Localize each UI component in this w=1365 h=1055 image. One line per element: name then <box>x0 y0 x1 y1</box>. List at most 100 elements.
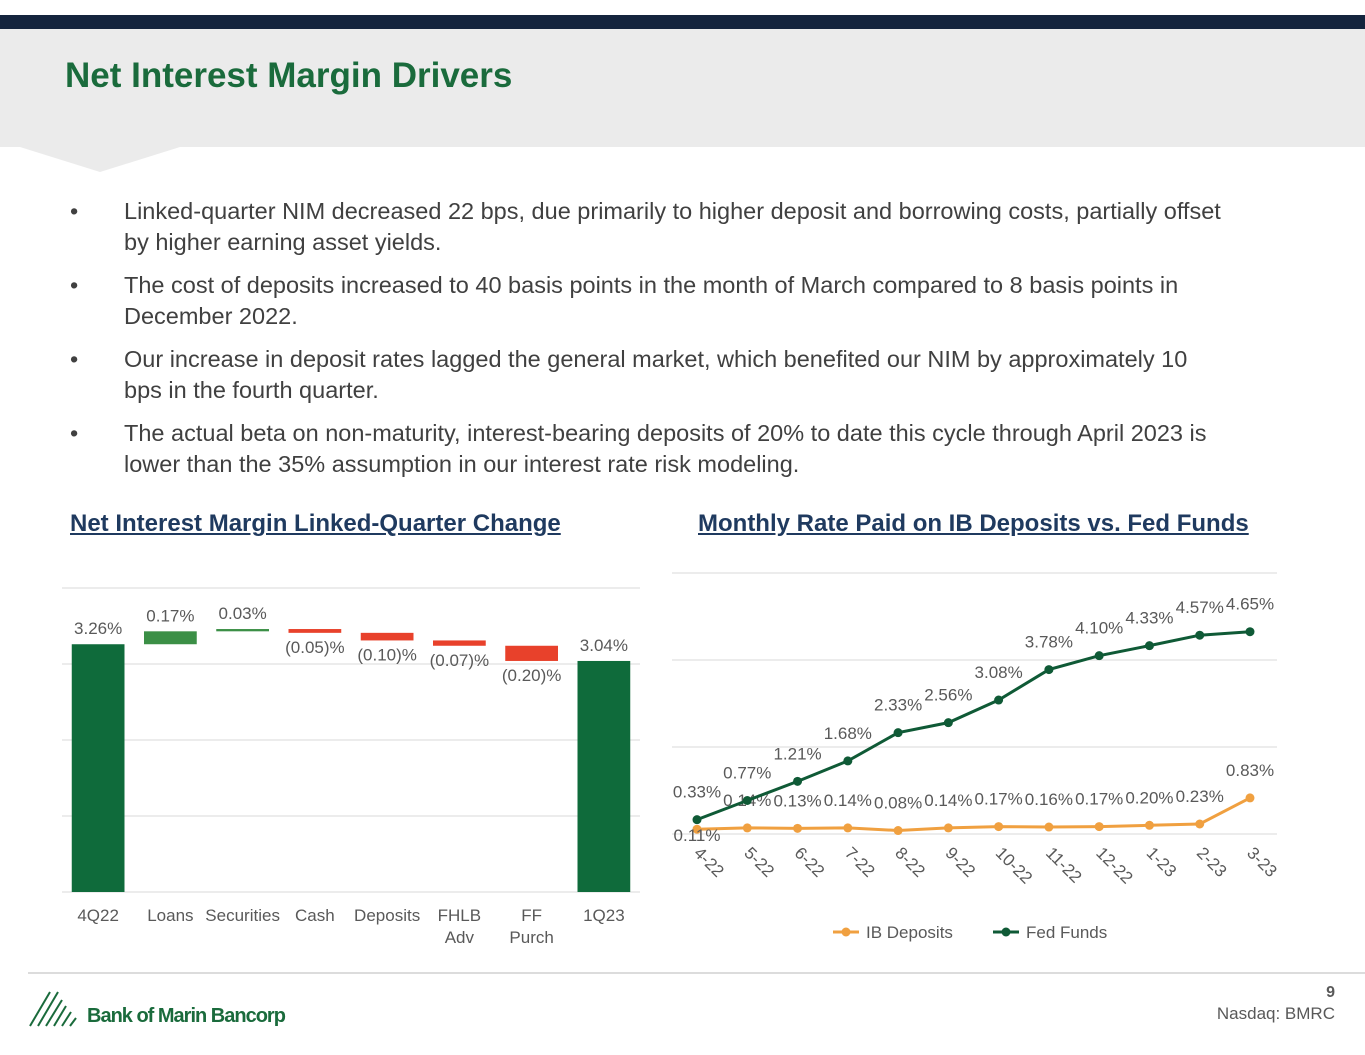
point <box>1245 627 1255 637</box>
point <box>1094 822 1104 832</box>
point <box>1195 819 1205 829</box>
bullet: Our increase in deposit rates lagged the… <box>70 344 1230 406</box>
value-label: 3.04% <box>580 636 628 655</box>
logo-mark <box>29 991 77 1027</box>
point <box>893 826 903 836</box>
value-label: 4.10% <box>1075 619 1123 638</box>
ticker: Nasdaq: BMRC <box>1217 1004 1335 1023</box>
value-label: 0.14% <box>824 791 872 810</box>
point <box>1195 630 1205 640</box>
legend-marker <box>841 927 851 937</box>
bar <box>433 640 486 646</box>
value-label: 2.56% <box>924 686 972 705</box>
x-tick-label: 6-22 <box>791 843 828 880</box>
point <box>843 823 853 833</box>
x-tick-label: FF Purch <box>509 906 553 947</box>
x-tick-label: Securities <box>205 906 280 925</box>
value-label: 4.33% <box>1125 609 1173 628</box>
x-tick-label: 10-22 <box>992 843 1036 887</box>
value-label: 0.17% <box>975 790 1023 809</box>
x-tick-label: 1Q23 <box>583 906 625 925</box>
slide-title: Net Interest Margin Drivers <box>65 56 513 95</box>
legend-marker <box>1001 927 1011 937</box>
value-label: 0.16% <box>1025 790 1073 809</box>
value-label: 3.26% <box>74 619 122 638</box>
point <box>843 756 853 766</box>
top-bar <box>0 15 1365 29</box>
point <box>742 796 752 806</box>
x-tick-label: Deposits <box>354 906 420 925</box>
point <box>1044 665 1054 675</box>
point <box>943 823 953 833</box>
header-band <box>0 29 1365 172</box>
x-tick-label: 4-22 <box>690 843 727 880</box>
point <box>742 823 752 833</box>
value-label: 3.78% <box>1025 633 1073 652</box>
x-tick-label: FHLB Adv <box>438 906 481 947</box>
value-label: (0.07)% <box>430 651 490 670</box>
bar <box>577 660 631 892</box>
x-tick-label: 12-22 <box>1092 843 1136 887</box>
x-tick-label: Cash <box>295 906 335 925</box>
legend-label: IB Deposits <box>866 923 953 942</box>
value-label: 1.21% <box>773 744 821 763</box>
bar <box>288 629 342 633</box>
value-label: 0.83% <box>1226 761 1274 780</box>
point <box>1094 651 1104 661</box>
x-tick-label: 9-22 <box>942 843 979 880</box>
x-tick-label: Loans <box>147 906 193 925</box>
point <box>1044 822 1054 832</box>
value-label: 0.77% <box>723 764 771 783</box>
line <box>696 630 1251 822</box>
point <box>994 822 1004 832</box>
value-label: (0.20)% <box>502 666 562 685</box>
value-label: 0.03% <box>219 604 267 623</box>
value-label: 0.11% <box>674 826 721 845</box>
value-label: 0.20% <box>1125 788 1173 807</box>
bar <box>360 632 414 641</box>
point <box>793 823 803 833</box>
value-label: 2.33% <box>874 696 922 715</box>
bullet: The cost of deposits increased to 40 bas… <box>70 270 1230 332</box>
chart-title: Net Interest Margin Linked-Quarter Chang… <box>70 510 561 537</box>
value-label: (0.05)% <box>285 638 345 657</box>
value-label: 4.57% <box>1176 598 1224 617</box>
bullet: Linked-quarter NIM decreased 22 bps, due… <box>70 196 1230 258</box>
x-tick-label: 4Q22 <box>77 906 119 925</box>
point <box>1245 793 1255 803</box>
point <box>692 815 702 825</box>
value-label: 3.08% <box>975 663 1023 682</box>
point <box>793 776 803 786</box>
x-tick-label: 3-23 <box>1243 843 1280 880</box>
chart-title: Monthly Rate Paid on IB Deposits vs. Fed… <box>698 510 1249 537</box>
legend-label: Fed Funds <box>1026 923 1107 942</box>
value-label: 0.13% <box>773 791 821 810</box>
point <box>994 695 1004 705</box>
bar <box>71 644 125 892</box>
bar <box>216 629 269 632</box>
point <box>1144 820 1154 830</box>
line <box>696 796 1251 833</box>
point <box>1144 641 1154 651</box>
x-tick-label: 5-22 <box>740 843 777 880</box>
bullet: The actual beta on non-maturity, interes… <box>70 418 1230 480</box>
value-label: 0.08% <box>874 794 922 813</box>
point <box>893 728 903 738</box>
value-label: 0.14% <box>924 791 972 810</box>
value-label: 4.65% <box>1226 595 1274 614</box>
bar <box>144 631 197 645</box>
bullet-list: Linked-quarter NIM decreased 22 bps, due… <box>70 196 1230 492</box>
value-label: 0.17% <box>146 606 194 625</box>
value-label: 1.68% <box>824 724 872 743</box>
value-label: (0.10)% <box>357 645 417 664</box>
x-tick-label: 2-23 <box>1193 843 1230 880</box>
x-tick-label: 7-22 <box>841 843 878 880</box>
value-label: 0.23% <box>1176 787 1224 806</box>
value-label: 0.17% <box>1075 790 1123 809</box>
logo-text: Bank of Marin Bancorp <box>87 1005 286 1027</box>
bar <box>505 645 558 661</box>
point <box>943 718 953 728</box>
